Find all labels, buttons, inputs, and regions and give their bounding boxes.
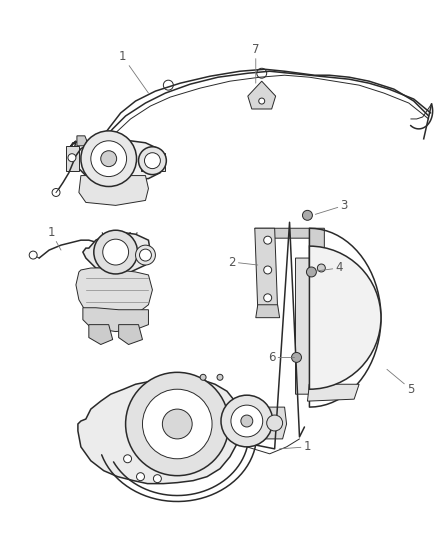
Circle shape	[230, 405, 262, 437]
Circle shape	[144, 153, 160, 168]
Polygon shape	[254, 228, 324, 248]
Circle shape	[263, 294, 271, 302]
Circle shape	[139, 249, 151, 261]
Text: 4: 4	[316, 262, 342, 274]
Circle shape	[317, 264, 325, 272]
Circle shape	[101, 151, 117, 167]
Circle shape	[124, 455, 131, 463]
Circle shape	[306, 267, 316, 277]
Polygon shape	[101, 242, 115, 258]
Circle shape	[291, 352, 301, 362]
Polygon shape	[247, 81, 275, 109]
Polygon shape	[77, 136, 87, 146]
Circle shape	[52, 189, 60, 197]
Circle shape	[263, 236, 271, 244]
Circle shape	[29, 251, 37, 259]
Circle shape	[220, 395, 272, 447]
Circle shape	[216, 374, 223, 380]
Circle shape	[91, 141, 126, 176]
Polygon shape	[83, 232, 150, 272]
Circle shape	[263, 266, 271, 274]
Polygon shape	[140, 153, 165, 171]
Text: 7: 7	[251, 43, 259, 83]
Polygon shape	[79, 175, 148, 205]
Circle shape	[266, 415, 282, 431]
Circle shape	[103, 247, 110, 253]
Wedge shape	[309, 246, 380, 389]
Circle shape	[162, 409, 192, 439]
Circle shape	[302, 211, 312, 220]
Text: 3: 3	[314, 199, 347, 214]
Circle shape	[125, 373, 229, 475]
Polygon shape	[118, 325, 142, 344]
Circle shape	[81, 131, 136, 187]
Text: 1: 1	[279, 440, 311, 454]
Polygon shape	[307, 384, 358, 401]
Text: 5: 5	[386, 369, 413, 395]
Circle shape	[258, 98, 264, 104]
Text: 6: 6	[267, 351, 294, 364]
Text: 1: 1	[119, 50, 148, 93]
Polygon shape	[262, 407, 286, 439]
Circle shape	[94, 230, 137, 274]
Polygon shape	[255, 305, 279, 318]
Polygon shape	[83, 308, 148, 332]
Circle shape	[240, 415, 252, 427]
Circle shape	[153, 475, 161, 482]
Circle shape	[136, 473, 144, 481]
Polygon shape	[76, 268, 152, 320]
Text: 1: 1	[47, 225, 61, 250]
Text: 2: 2	[228, 255, 257, 269]
Polygon shape	[88, 325, 113, 344]
Polygon shape	[254, 228, 277, 310]
Polygon shape	[78, 377, 239, 483]
Polygon shape	[295, 258, 321, 394]
Circle shape	[102, 239, 128, 265]
Circle shape	[135, 245, 155, 265]
Circle shape	[142, 389, 212, 459]
Circle shape	[200, 374, 205, 380]
Circle shape	[68, 154, 76, 161]
Polygon shape	[69, 139, 162, 181]
Circle shape	[138, 147, 166, 175]
Polygon shape	[66, 146, 79, 171]
